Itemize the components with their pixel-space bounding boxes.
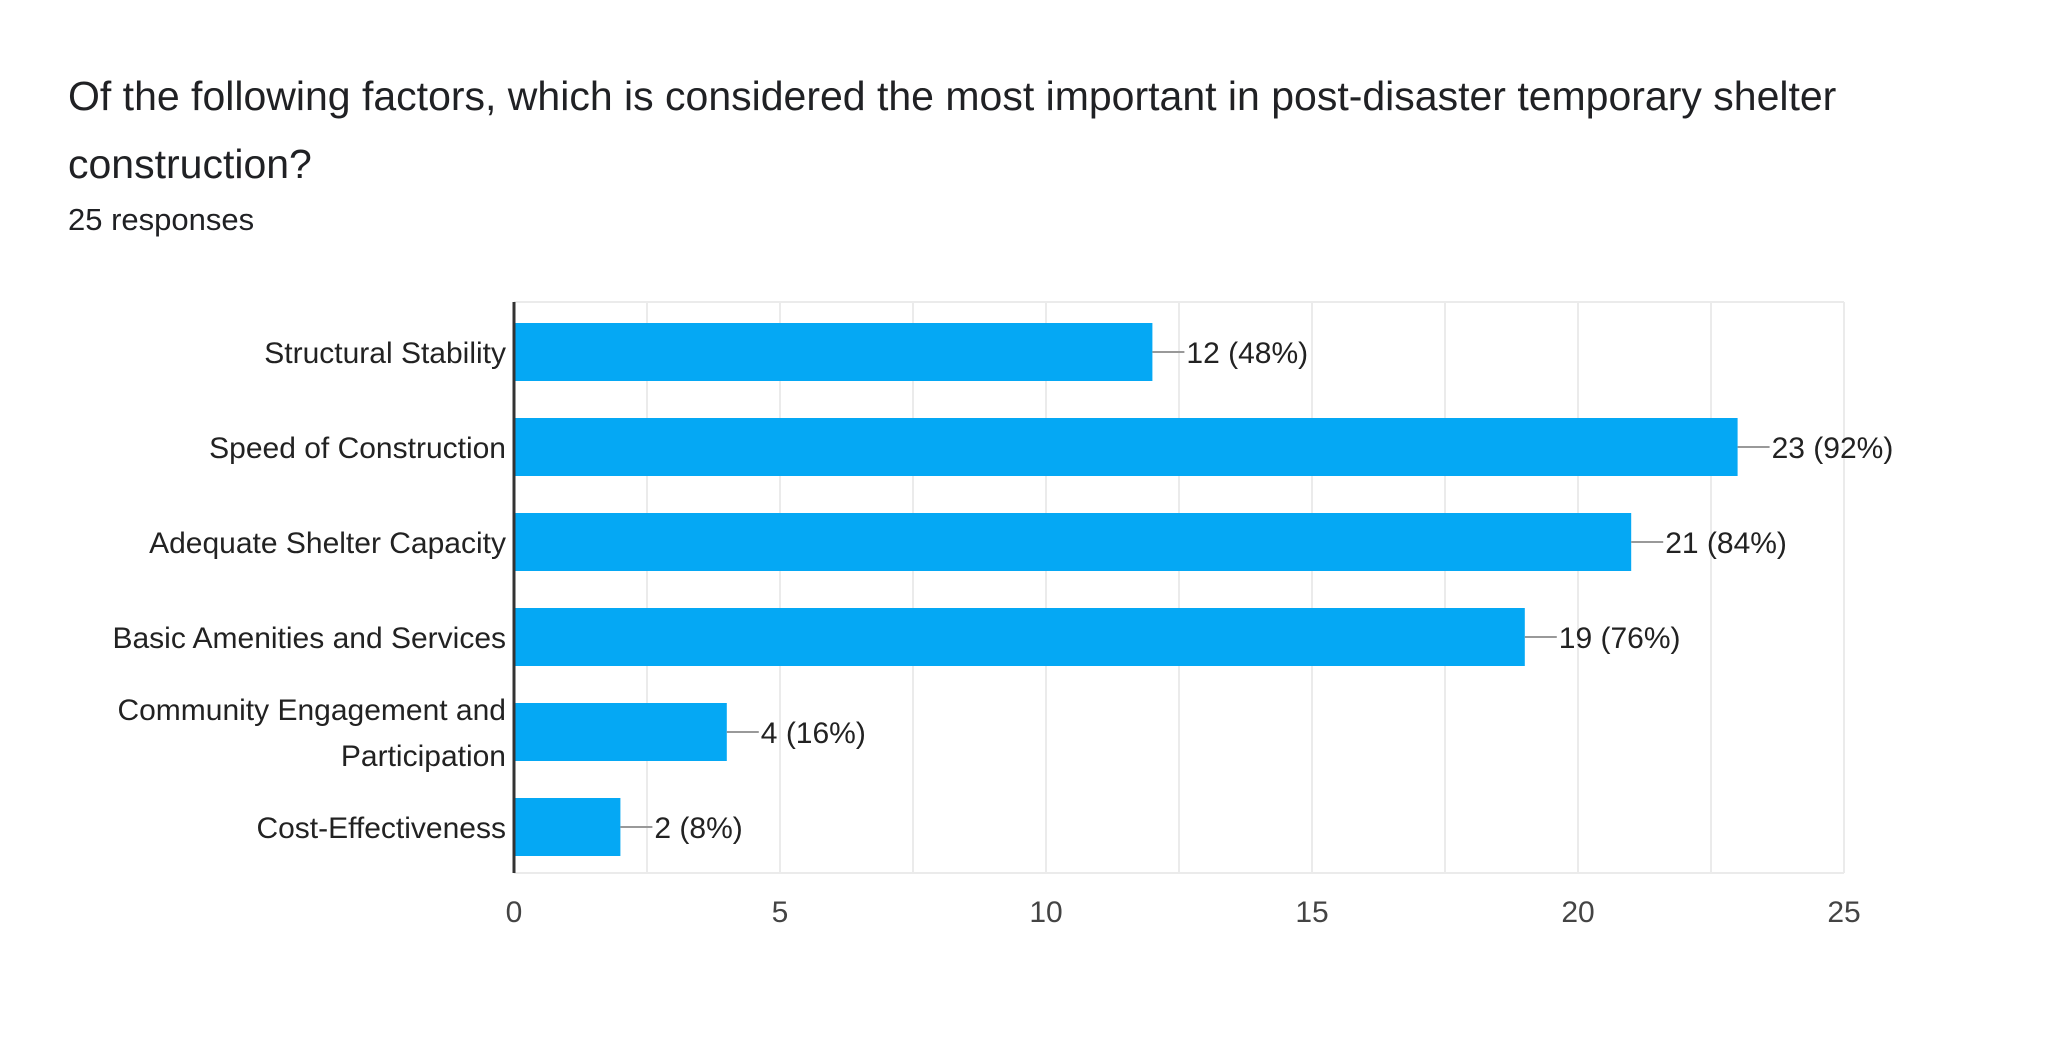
- category-label: Adequate Shelter Capacity: [149, 527, 506, 560]
- bar: [514, 418, 1738, 476]
- category-labels: Structural Stability Speed of Constructio…: [112, 337, 506, 845]
- value-label: 12 (48%): [1186, 337, 1308, 370]
- question-title: Of the following factors, which is consi…: [68, 73, 1837, 187]
- x-tick-label: 0: [506, 896, 523, 929]
- value-label: 19 (76%): [1559, 622, 1681, 655]
- x-tick-label: 15: [1295, 896, 1328, 929]
- value-label: 21 (84%): [1665, 527, 1787, 560]
- bar: [514, 323, 1153, 381]
- category-label: Participation: [341, 740, 506, 773]
- bar: [514, 798, 621, 856]
- x-tick-label: 20: [1561, 896, 1594, 929]
- grid-lines: [514, 301, 1845, 874]
- category-label: Speed of Construction: [209, 432, 506, 465]
- value-label: 2 (8%): [654, 812, 742, 845]
- value-labels: 12 (48%) 23 (92%) 21 (84%) 19 (76%) 4 (16%) 2…: [654, 337, 1893, 845]
- x-tick-label: 10: [1029, 896, 1062, 929]
- bar: [514, 513, 1632, 571]
- bars: [514, 323, 1738, 856]
- bar: [514, 703, 727, 761]
- category-label: Structural Stability: [264, 337, 506, 370]
- value-label: 4 (16%): [761, 717, 866, 750]
- response-count: 25 responses: [68, 202, 255, 237]
- value-label: 23 (92%): [1772, 432, 1894, 465]
- bar: [514, 608, 1525, 666]
- x-tick-label: 25: [1827, 896, 1860, 929]
- category-label: Cost-Effectiveness: [256, 812, 506, 845]
- value-leader-lines: [620, 351, 1770, 828]
- category-label: Basic Amenities and Services: [112, 622, 506, 655]
- x-axis-tick-labels: 0 5 10 15 20 25: [506, 896, 1861, 929]
- category-label: Community Engagement and: [117, 694, 506, 727]
- x-tick-label: 5: [772, 896, 789, 929]
